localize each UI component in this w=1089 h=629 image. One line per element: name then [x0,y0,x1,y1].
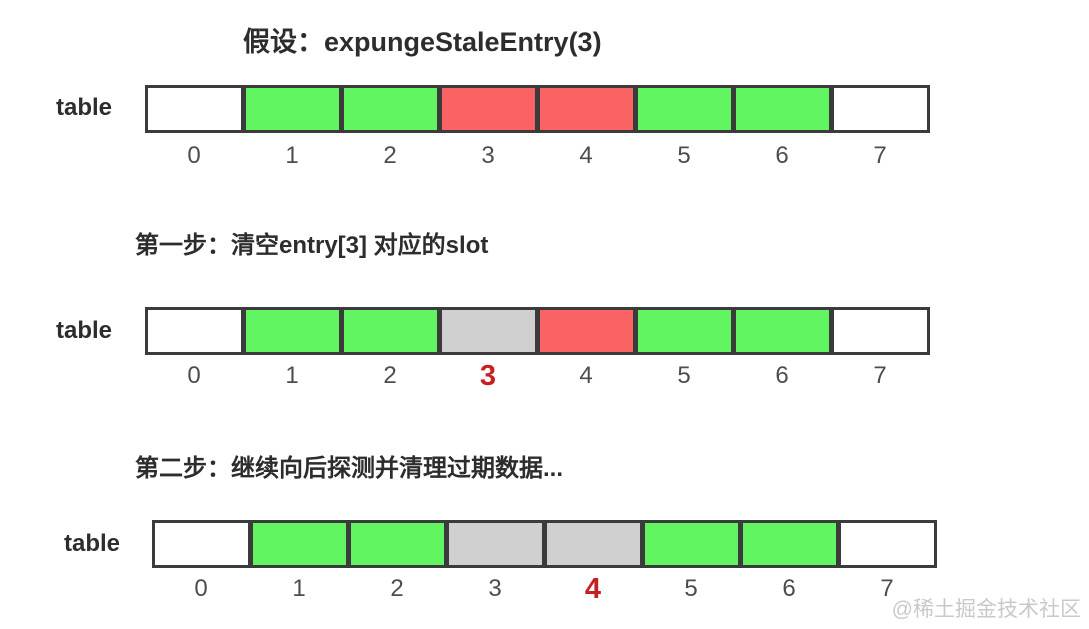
index-label-1: 1 [285,142,299,169]
slot-0-empty [145,85,244,133]
index-label-5: 5 [684,575,698,602]
array-name-label: table [56,317,113,344]
slot-0-empty [145,307,244,355]
index-label-6: 6 [782,575,796,602]
slot-4-cleared [544,520,643,568]
index-label-0: 0 [187,362,201,389]
index-label-2: 2 [383,142,397,169]
slot-4-stale [537,85,636,133]
slot-6-valid [733,307,832,355]
index-label-7: 7 [873,362,887,389]
slot-4-stale [537,307,636,355]
step-heading-step-1: 第一步：清空entry[3] 对应的slot [135,232,489,259]
slot-2-valid [348,520,447,568]
index-row-step-2: 0 1 2 3 4 5 6 7 [152,574,943,604]
index-label-4: 4 [579,362,593,389]
slot-5-valid [642,520,741,568]
slot-6-valid [740,520,839,568]
index-label-0: 0 [187,142,201,169]
index-label-highlight-4: 4 [584,573,602,605]
slot-7-empty [838,520,937,568]
array-name-label: table [56,94,113,121]
index-label-1: 1 [292,575,306,602]
index-label-6: 6 [775,142,789,169]
index-label-4: 4 [579,142,593,169]
index-label-highlight-3: 3 [479,360,497,392]
index-row-step-1: 0 1 2 3 4 5 6 7 [145,361,936,391]
watermark: @稀土掘金技术社区 [891,598,1081,621]
index-label-0: 0 [194,575,208,602]
slot-1-valid [250,520,349,568]
index-row-initial: 0 1 2 3 4 5 6 7 [145,141,936,171]
array-name-label: table [64,530,121,557]
index-label-2: 2 [390,575,404,602]
index-label-1: 1 [285,362,299,389]
index-label-5: 5 [677,142,691,169]
slot-6-valid [733,85,832,133]
slot-2-valid [341,307,440,355]
index-label-7: 7 [873,142,887,169]
array-row-step-2 [152,520,937,568]
slot-7-empty [831,85,930,133]
index-label-3: 3 [481,142,495,169]
index-label-3: 3 [488,575,502,602]
step-heading-step-2: 第二步：继续向后探测并清理过期数据... [135,455,564,482]
slot-7-empty [831,307,930,355]
slot-3-cleared [439,307,538,355]
slot-5-valid [635,307,734,355]
diagram-title: 假设：expungeStaleEntry(3) [243,27,602,57]
slot-3-cleared [446,520,545,568]
index-label-5: 5 [677,362,691,389]
slot-0-empty [152,520,251,568]
index-label-6: 6 [775,362,789,389]
slot-3-stale [439,85,538,133]
slot-5-valid [635,85,734,133]
slot-1-valid [243,85,342,133]
slot-1-valid [243,307,342,355]
index-label-2: 2 [383,362,397,389]
slot-2-valid [341,85,440,133]
array-row-initial [145,85,930,133]
index-label-7: 7 [880,575,894,602]
array-row-step-1 [145,307,930,355]
